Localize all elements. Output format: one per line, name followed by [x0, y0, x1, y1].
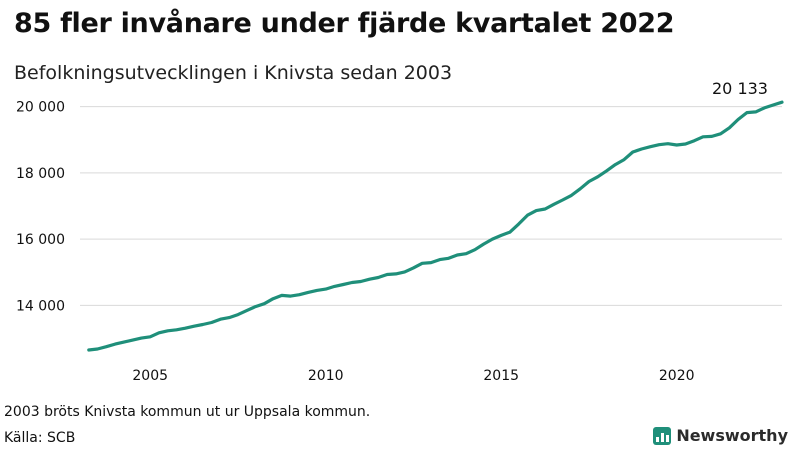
- source-label: Källa: SCB: [4, 430, 76, 446]
- y-tick-label: 14 000: [16, 298, 65, 314]
- y-tick-label: 16 000: [16, 232, 65, 248]
- x-tick-label: 2010: [308, 368, 344, 384]
- end-value-label: 20 133: [712, 79, 768, 98]
- population-line-chart: 14 000 16 000 18 000 20 000 2005 2010 2015 2020…: [16, 79, 784, 384]
- population-series-line: [87, 100, 784, 352]
- x-tick-label: 2015: [483, 368, 519, 384]
- x-tick-label: 2020: [659, 368, 695, 384]
- chart-title: 85 fler invånare under fjärde kvartalet …: [14, 8, 675, 39]
- brand-logo: Newsworthy: [653, 426, 788, 445]
- y-tick-label: 18 000: [16, 166, 65, 182]
- brand-name: Newsworthy: [676, 426, 788, 445]
- chart-subtitle: Befolkningsutvecklingen i Knivsta sedan …: [14, 62, 453, 84]
- x-tick-label: 2005: [132, 368, 168, 384]
- footnote: 2003 bröts Knivsta kommun ut ur Uppsala …: [4, 404, 371, 420]
- y-tick-label: 20 000: [16, 100, 65, 116]
- newsworthy-logo-icon: [653, 426, 672, 445]
